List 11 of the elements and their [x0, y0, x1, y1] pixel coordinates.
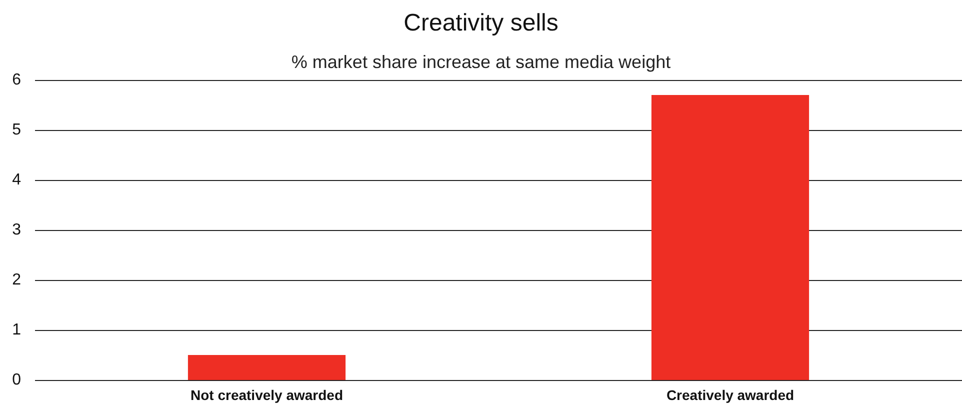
x-tick-label: Creatively awarded [666, 387, 794, 403]
chart-title: Creativity sells [404, 10, 558, 36]
y-tick-label: 6 [12, 72, 22, 88]
y-tick-label: 4 [12, 172, 22, 188]
y-tick-label: 0 [12, 372, 22, 388]
y-tick-label: 1 [12, 322, 22, 338]
y-tick-label: 5 [12, 122, 22, 138]
y-tick-label: 3 [12, 222, 22, 238]
y-tick-label: 2 [12, 272, 22, 288]
x-tick-label: Not creatively awarded [190, 387, 344, 403]
chart-subtitle: % market share increase at same media weight [291, 52, 671, 72]
